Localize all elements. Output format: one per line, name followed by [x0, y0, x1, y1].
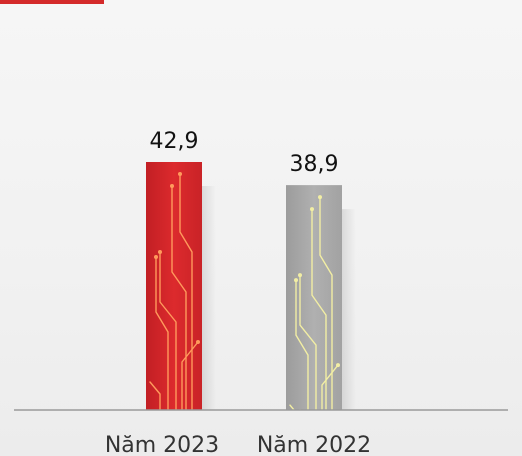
- value-label-n-m-2023: 42,9: [150, 129, 199, 154]
- bar-n-m-2023: [146, 162, 202, 410]
- bar-shadow-n-m-2022: [342, 209, 356, 410]
- bar-rect-n-m-2023: [146, 162, 202, 410]
- category-label-n-m-2022: Năm 2022: [257, 433, 371, 456]
- value-label-n-m-2022: 38,9: [290, 152, 339, 177]
- bar-n-m-2022: [286, 185, 342, 410]
- corner-accent: [0, 0, 104, 4]
- category-label-n-m-2023: Năm 2023: [105, 433, 219, 456]
- bar-shadow-n-m-2023: [202, 186, 216, 410]
- circuit-pattern: [149, 172, 200, 410]
- circuit-pattern: [289, 195, 340, 410]
